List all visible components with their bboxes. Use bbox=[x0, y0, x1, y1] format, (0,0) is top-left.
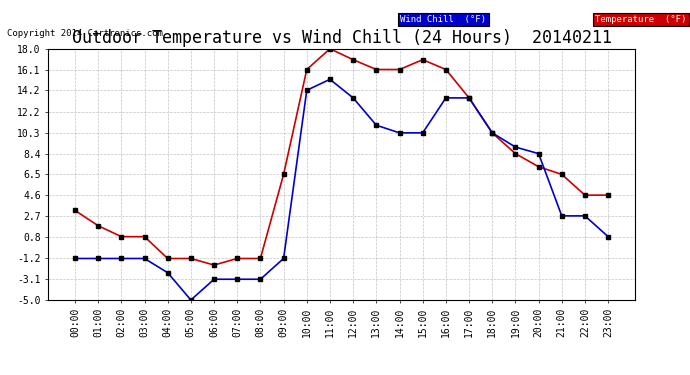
Text: Copyright 2014 Cartronics.com: Copyright 2014 Cartronics.com bbox=[7, 28, 163, 38]
Title: Outdoor Temperature vs Wind Chill (24 Hours)  20140211: Outdoor Temperature vs Wind Chill (24 Ho… bbox=[72, 29, 611, 47]
Text: Wind Chill  (°F): Wind Chill (°F) bbox=[400, 15, 486, 24]
Text: Temperature  (°F): Temperature (°F) bbox=[595, 15, 687, 24]
